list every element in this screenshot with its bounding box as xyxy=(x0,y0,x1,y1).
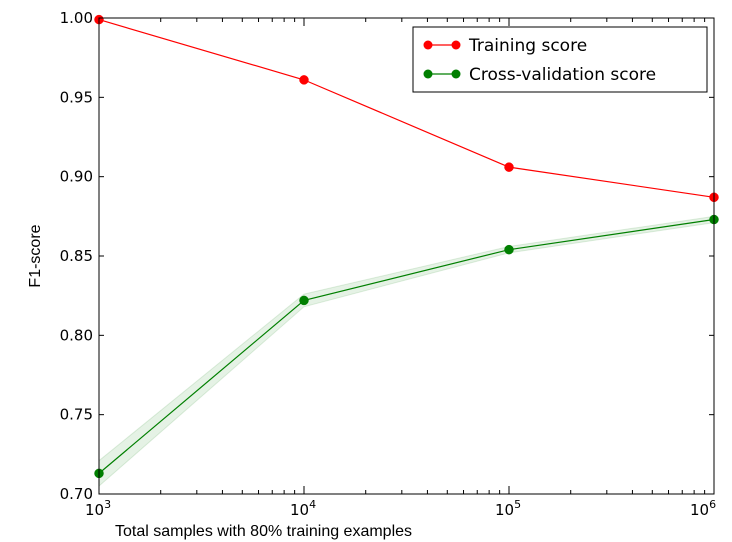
y-tick-label: 0.95 xyxy=(60,88,93,106)
x-tick-exponent: 6 xyxy=(709,498,716,511)
legend-label: Training score xyxy=(468,36,587,56)
x-tick-label: 104 xyxy=(290,498,316,519)
y-axis-label: F1-score xyxy=(27,224,44,287)
y-axis-ticks: 0.70 0.75 0.80 0.85 0.90 0.95 1.00 xyxy=(60,9,714,503)
x-tick-exponent: 3 xyxy=(104,498,111,511)
cross-validation-score-band xyxy=(98,215,715,488)
training-score-line xyxy=(98,19,715,198)
x-tick-exponent: 5 xyxy=(514,498,521,511)
y-tick-label: 0.75 xyxy=(60,406,93,424)
legend-marker xyxy=(423,69,433,79)
y-tick-label: 0.70 xyxy=(60,485,93,503)
training-score-point xyxy=(299,75,309,85)
x-tick-label: 105 xyxy=(495,498,521,519)
x-tick-label: 106 xyxy=(690,498,716,519)
y-tick-label: 0.85 xyxy=(60,247,93,265)
y-tick-label: 0.90 xyxy=(60,168,93,186)
legend-marker xyxy=(451,40,461,50)
x-tick-label: 103 xyxy=(85,498,111,519)
x-axis-label: Total samples with 80% training examples xyxy=(115,523,412,540)
legend: Training score Cross-validation score xyxy=(412,26,708,93)
y-tick-label: 0.80 xyxy=(60,326,93,344)
y-tick-label: 1.00 xyxy=(60,9,93,27)
cross-validation-score-point xyxy=(299,295,309,306)
x-axis-ticks: 103 104 105 106 xyxy=(85,18,716,519)
cross-validation-score-line xyxy=(98,218,715,474)
legend-marker xyxy=(423,40,433,50)
legend-marker xyxy=(451,69,461,79)
training-score-point xyxy=(504,162,514,172)
legend-box xyxy=(412,26,708,93)
cross-validation-score-point xyxy=(504,244,514,255)
legend-label: Cross-validation score xyxy=(469,65,656,85)
series-lines xyxy=(98,19,715,474)
score-bands xyxy=(98,215,715,488)
x-tick-exponent: 4 xyxy=(309,498,316,511)
